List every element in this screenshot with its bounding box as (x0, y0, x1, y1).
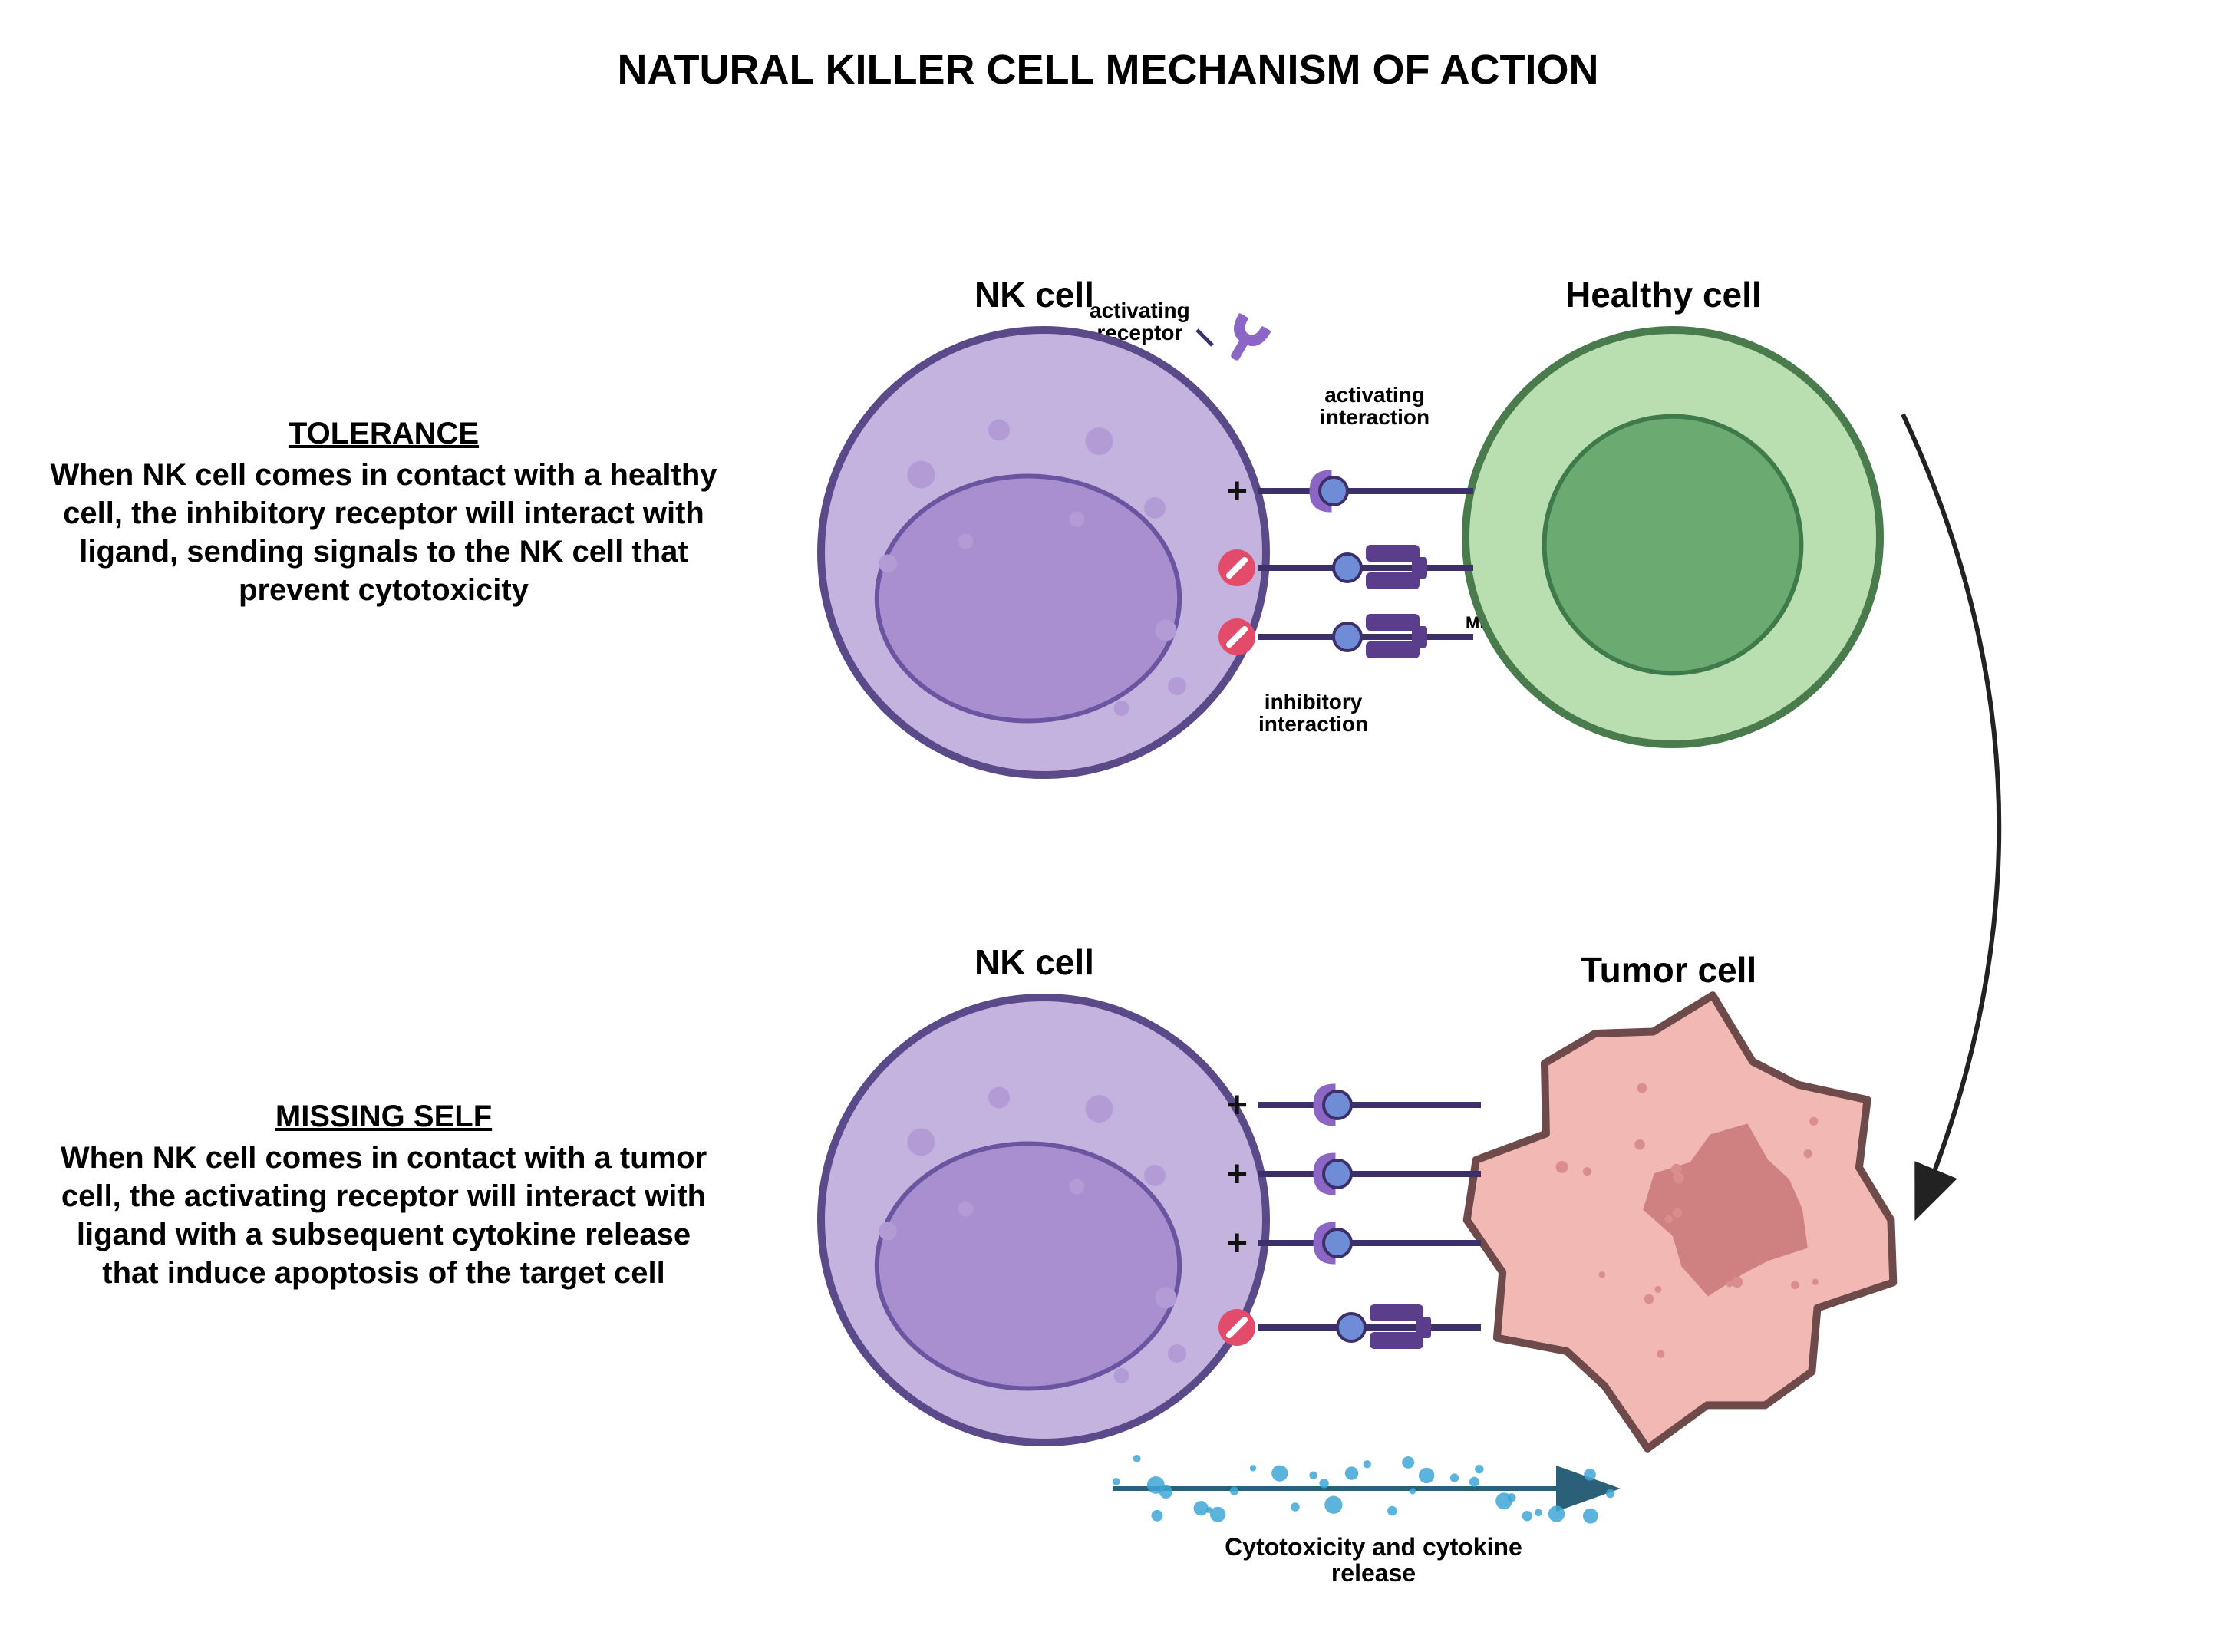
cytokine-dot (1271, 1465, 1288, 1481)
cytokine-dot (1345, 1466, 1358, 1479)
cytokine-dot (1291, 1502, 1299, 1511)
granule (879, 1222, 897, 1241)
tumor-spot (1657, 1350, 1664, 1358)
cytokine-dot (1133, 1455, 1141, 1462)
tumor-spot (1726, 1281, 1733, 1288)
granule (958, 1202, 974, 1217)
granule (988, 1087, 1010, 1109)
granule (1144, 497, 1166, 519)
cytokine-dot (1113, 1478, 1120, 1485)
activating-receptor-icon (1219, 307, 1274, 368)
cytokine-dot (1410, 1488, 1416, 1494)
tumor-spot (1637, 1083, 1647, 1093)
plus-icon: + (1226, 1154, 1248, 1195)
healthy-nucleus (1545, 417, 1802, 674)
cytokine-dot (1469, 1477, 1479, 1487)
inhibit-icon (1218, 549, 1255, 586)
tumor-spot (1599, 1271, 1606, 1278)
tumor-spot (1804, 1149, 1812, 1158)
cytokine-dot (1309, 1471, 1317, 1479)
activating-interaction-icon (1311, 471, 1347, 511)
nk-nucleus (877, 476, 1179, 721)
granule (1086, 1095, 1113, 1123)
granule (908, 461, 935, 489)
diagram-svg: + + + + (0, 0, 2216, 1652)
cytokine-dot (1584, 1469, 1596, 1481)
cytokine-dot (1606, 1489, 1615, 1499)
cytokine-dot (1475, 1465, 1483, 1473)
cytokine-dot (1535, 1509, 1542, 1517)
granule (1070, 512, 1085, 527)
granule (1156, 620, 1177, 641)
granule (908, 1129, 935, 1156)
cytokine-dot (1152, 1510, 1163, 1522)
granule (1086, 427, 1113, 455)
plus-icon: + (1226, 1085, 1248, 1126)
cytokine-dot (1522, 1511, 1532, 1521)
cytokine-dot (1548, 1505, 1565, 1522)
plus-icon: + (1226, 1223, 1248, 1264)
activating-interaction-icon (1314, 1223, 1351, 1263)
inhibit-icon (1218, 618, 1255, 655)
tumor-spot (1665, 1215, 1674, 1224)
cytokine-dot (1450, 1473, 1459, 1482)
cytokine-dot (1319, 1479, 1328, 1488)
plus-icon: + (1226, 471, 1248, 512)
cytokine-dot (1419, 1468, 1434, 1483)
cytokine-dot (1507, 1493, 1515, 1502)
tumor-spot (1673, 1172, 1683, 1183)
cytokine-dot (1194, 1501, 1209, 1515)
tumor-spot (1634, 1139, 1645, 1150)
granule (1114, 701, 1129, 716)
cytokine-dot (1402, 1456, 1414, 1469)
tumor-spot (1644, 1294, 1654, 1304)
granule (958, 534, 974, 549)
cytokine-dot (1387, 1506, 1397, 1516)
cytokine-dot (1210, 1507, 1225, 1522)
tumor-spot (1673, 1208, 1682, 1218)
cytokine-dot (1230, 1486, 1238, 1495)
inhibit-icon (1218, 1309, 1255, 1346)
cytokine-dot (1364, 1460, 1371, 1468)
tumor-spot (1583, 1167, 1591, 1176)
cytokine-dot (1324, 1496, 1342, 1514)
granule (879, 555, 897, 573)
tumor-spot (1732, 1277, 1743, 1288)
granule (1156, 1288, 1177, 1309)
tumor-spot (1556, 1161, 1568, 1173)
granule (1168, 1344, 1186, 1363)
granule (1144, 1165, 1166, 1186)
granule (1114, 1368, 1129, 1383)
cytokine-dot (1583, 1509, 1598, 1524)
tumor-spot (1809, 1117, 1818, 1126)
activating-interaction-icon (1314, 1085, 1351, 1125)
granule (1070, 1179, 1085, 1195)
activating-interaction-icon (1314, 1154, 1351, 1194)
cytokine-dot (1159, 1485, 1172, 1499)
tumor-spot (1812, 1279, 1819, 1285)
flow-arrow (1903, 414, 1999, 1212)
nk-nucleus (877, 1144, 1179, 1389)
granule (988, 420, 1010, 441)
granule (1168, 677, 1186, 695)
tumor-spot (1791, 1281, 1799, 1289)
cytokine-dot (1250, 1465, 1256, 1471)
tumor-spot (1654, 1286, 1661, 1293)
